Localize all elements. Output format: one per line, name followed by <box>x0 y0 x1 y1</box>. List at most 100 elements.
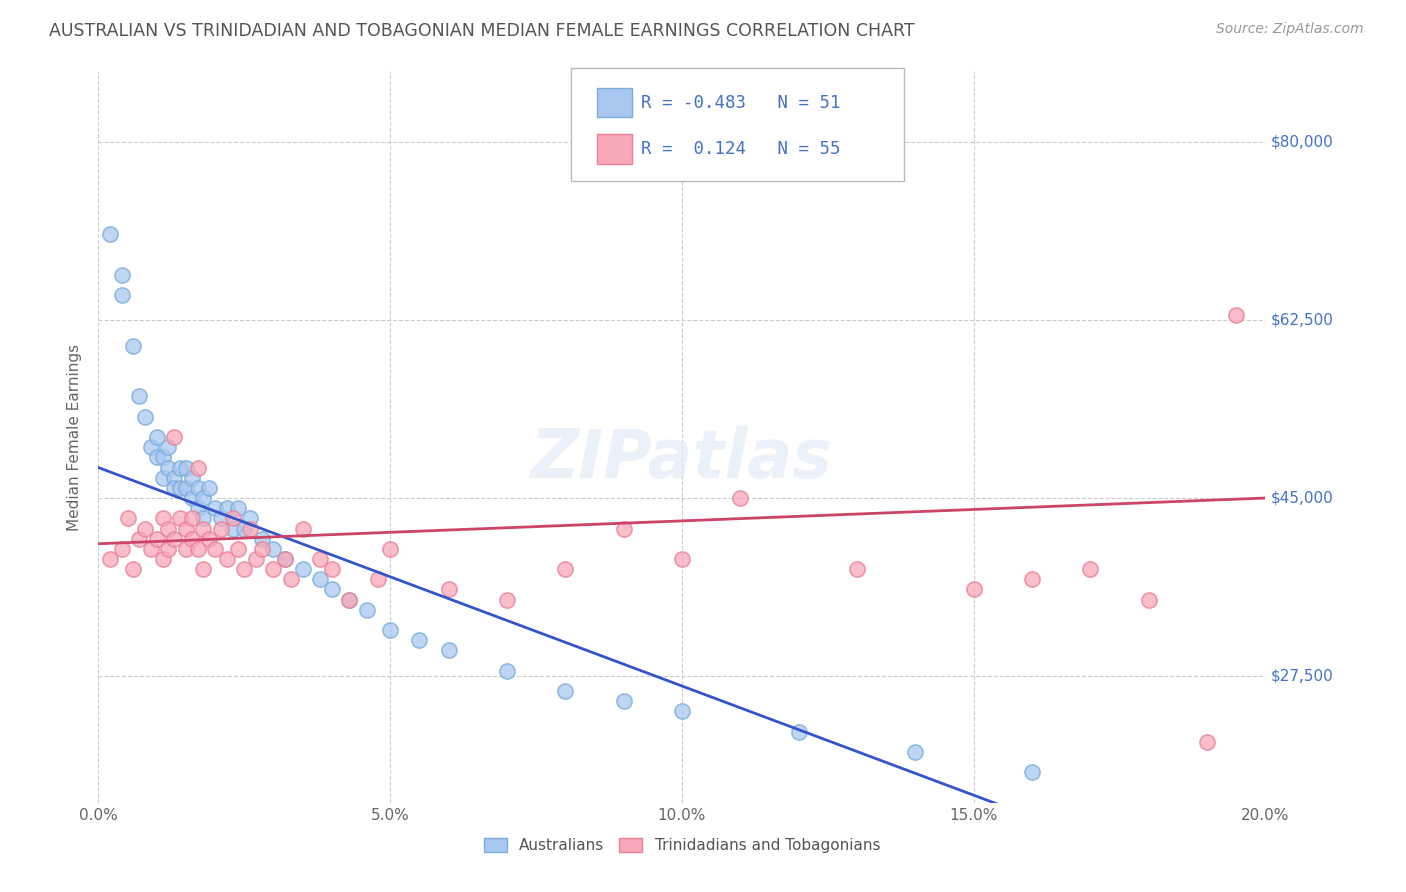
Point <box>233 562 256 576</box>
Point <box>356 603 378 617</box>
Point <box>1021 572 1043 586</box>
Point <box>228 541 250 556</box>
Point <box>337 592 360 607</box>
Point <box>193 562 215 576</box>
FancyBboxPatch shape <box>571 68 904 181</box>
Point <box>139 440 162 454</box>
Point <box>612 694 634 708</box>
Point <box>1080 562 1102 576</box>
Bar <box>596 87 631 118</box>
Point <box>122 338 145 352</box>
Y-axis label: Median Female Earnings: Median Female Earnings <box>67 343 83 531</box>
Point <box>152 471 174 485</box>
Point <box>174 481 197 495</box>
Point <box>321 582 343 597</box>
Point <box>111 288 134 302</box>
Point <box>157 440 180 454</box>
Point <box>174 521 197 535</box>
Point <box>193 491 215 505</box>
Point <box>787 724 810 739</box>
Point <box>250 541 273 556</box>
Text: Source: ZipAtlas.com: Source: ZipAtlas.com <box>1216 22 1364 37</box>
Point <box>128 389 150 403</box>
Text: $62,500: $62,500 <box>1271 313 1334 327</box>
Point <box>239 521 262 535</box>
Point <box>280 572 302 586</box>
Point <box>98 227 121 241</box>
Point <box>139 541 162 556</box>
Point <box>367 572 389 586</box>
Point <box>180 511 202 525</box>
Point <box>250 532 273 546</box>
Point <box>187 541 209 556</box>
Point <box>408 633 430 648</box>
Point <box>904 745 927 759</box>
Point <box>1225 308 1247 322</box>
Point <box>262 541 284 556</box>
Point <box>198 532 221 546</box>
Point <box>309 552 332 566</box>
Point <box>496 664 519 678</box>
Point <box>157 521 180 535</box>
Point <box>111 268 134 282</box>
Point <box>180 491 202 505</box>
Point <box>262 562 284 576</box>
Point <box>239 511 262 525</box>
Text: ZIPatlas: ZIPatlas <box>531 426 832 492</box>
Point <box>157 541 180 556</box>
Point <box>309 572 332 586</box>
Point <box>169 511 191 525</box>
Point <box>291 521 314 535</box>
Point <box>437 643 460 657</box>
Point <box>163 430 186 444</box>
Point <box>187 460 209 475</box>
Point <box>174 541 197 556</box>
Point <box>157 460 180 475</box>
Text: $80,000: $80,000 <box>1271 135 1334 150</box>
Point <box>98 552 121 566</box>
Point <box>730 491 752 505</box>
Point <box>846 562 869 576</box>
Point <box>174 460 197 475</box>
Point <box>187 501 209 516</box>
Point <box>193 511 215 525</box>
Point <box>209 521 232 535</box>
Point <box>671 552 693 566</box>
Point <box>496 592 519 607</box>
Point <box>152 450 174 465</box>
Point <box>134 521 156 535</box>
Point <box>163 532 186 546</box>
Point <box>146 450 169 465</box>
Point <box>1021 765 1043 780</box>
Point <box>134 409 156 424</box>
Text: $27,500: $27,500 <box>1271 668 1334 683</box>
Point <box>193 521 215 535</box>
Legend: Australians, Trinidadians and Tobagonians: Australians, Trinidadians and Tobagonian… <box>477 830 887 861</box>
Text: AUSTRALIAN VS TRINIDADIAN AND TOBAGONIAN MEDIAN FEMALE EARNINGS CORRELATION CHAR: AUSTRALIAN VS TRINIDADIAN AND TOBAGONIAN… <box>49 22 915 40</box>
Text: R =  0.124   N = 55: R = 0.124 N = 55 <box>641 140 841 158</box>
Point <box>152 511 174 525</box>
Point <box>169 481 191 495</box>
Point <box>291 562 314 576</box>
Point <box>554 684 576 698</box>
Point <box>187 481 209 495</box>
Point <box>671 705 693 719</box>
Point <box>111 541 134 556</box>
Point <box>215 501 238 516</box>
Point <box>221 521 243 535</box>
Point <box>180 532 202 546</box>
Point <box>221 511 243 525</box>
Point <box>228 501 250 516</box>
Point <box>554 562 576 576</box>
Point <box>274 552 297 566</box>
Point <box>962 582 984 597</box>
Point <box>122 562 145 576</box>
Point <box>198 481 221 495</box>
Point <box>204 501 226 516</box>
Point <box>337 592 360 607</box>
Text: $45,000: $45,000 <box>1271 491 1334 506</box>
Point <box>245 552 267 566</box>
Point <box>1195 735 1218 749</box>
Point <box>380 541 402 556</box>
Point <box>146 532 169 546</box>
